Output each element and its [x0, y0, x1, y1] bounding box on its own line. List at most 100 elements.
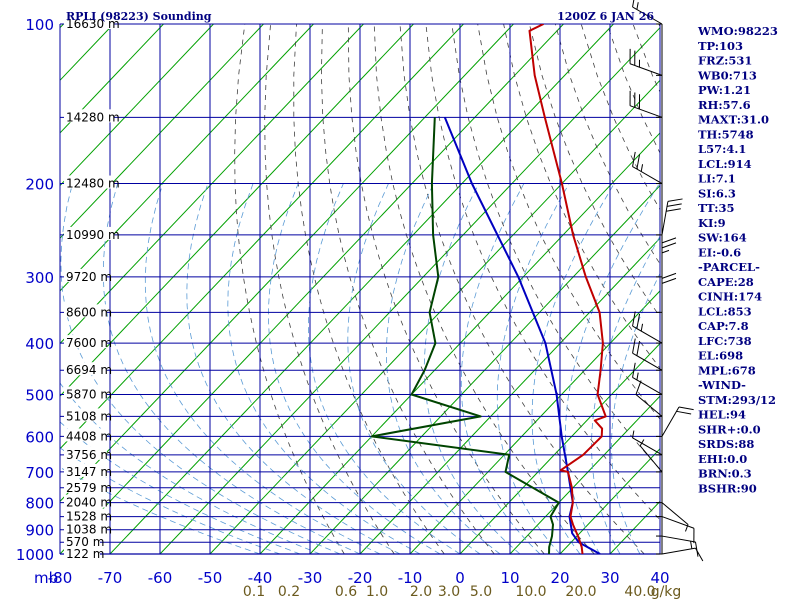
dry-adiabat-line — [265, 24, 395, 554]
stability-index-item: SI:6.3 — [698, 186, 736, 200]
stability-index-item: PW:1.21 — [698, 83, 751, 97]
stability-index-item: KI:9 — [698, 216, 726, 230]
moist-adiabat-line — [497, 184, 569, 555]
stability-index-item: MAXT:31.0 — [698, 113, 769, 127]
wind-barb — [628, 363, 669, 395]
stability-index-item: LCL:853 — [698, 304, 752, 318]
mixing-ratio-label: 5.0 — [470, 584, 492, 600]
dry-adiabat-line — [788, 24, 800, 554]
mixing-ratio-label: 3.0 — [438, 584, 460, 600]
height-label: 5870 m — [66, 387, 112, 401]
isotherm-line — [560, 24, 800, 554]
wind-barb — [662, 403, 694, 444]
dry-adiabat-line — [581, 24, 800, 554]
isotherm-line — [210, 24, 714, 554]
dry-adiabat-line — [348, 24, 544, 554]
height-label: 5108 m — [66, 409, 112, 423]
vertical-grid-lines — [60, 24, 660, 554]
dry-adiabat-line — [235, 24, 345, 554]
height-label: 3756 m — [66, 448, 112, 462]
mixing-ratio-label: 1.0 — [366, 584, 388, 600]
stability-index-item: L57:4.1 — [698, 142, 746, 156]
wind-barb — [625, 49, 666, 75]
height-label: 7600 m — [66, 336, 112, 350]
stability-index-item: TT:35 — [698, 201, 735, 215]
pressure-tick-label: 700 — [25, 464, 54, 482]
mixing-ratio-label: 0.2 — [278, 584, 300, 600]
temperature-tick-label: 30 — [600, 569, 619, 587]
stability-index-item: EHI:0.0 — [698, 452, 747, 466]
wind-barb — [628, 311, 669, 343]
stability-index-item: MPL:678 — [698, 363, 756, 377]
stability-index-item: -PARCEL- — [698, 260, 760, 274]
temperature-tick-label: -30 — [298, 569, 323, 587]
height-label: 9720 m — [66, 270, 112, 284]
height-label: 12480 m — [66, 177, 120, 191]
stability-index-item: SRDS:88 — [698, 437, 754, 451]
pressure-tick-label: 300 — [25, 269, 54, 287]
dry-adiabat-line — [762, 24, 800, 554]
moist-adiabat-line — [228, 184, 420, 555]
stability-index-item: BRN:0.3 — [698, 467, 752, 481]
height-label: 10990 m — [66, 228, 120, 242]
wind-barb — [662, 273, 676, 312]
wind-barb — [662, 197, 683, 238]
moist-adiabat-line — [103, 184, 360, 555]
temperature-tick-label: -70 — [98, 569, 123, 587]
temperature-tick-label: -60 — [148, 569, 173, 587]
moist-adiabat-line — [268, 184, 440, 555]
mixing-ratio-label: 20.0 — [565, 584, 596, 600]
mixing-ratio-label: 0.1 — [243, 584, 265, 600]
stability-index-item: SW:164 — [698, 231, 747, 245]
height-label: 2579 m — [66, 481, 112, 495]
wind-barb — [662, 238, 676, 277]
moist-adiabat-line — [308, 184, 460, 555]
pressure-tick-label: 900 — [25, 522, 54, 540]
mixing-ratio-label: 10.0 — [515, 584, 546, 600]
stability-index-item: LFC:738 — [698, 334, 752, 348]
pressure-tick-label: 1000 — [16, 546, 54, 564]
dry-adiabat-line — [555, 24, 800, 554]
stability-index-item: WB0:713 — [697, 68, 757, 82]
stability-index-panel: WMO:98223TP:103FRZ:531WB0:713PW:1.21RH:5… — [697, 24, 778, 495]
y-axis-unit: mb — [34, 569, 58, 587]
sounding-time: 1200Z 6 JAN 26 — [557, 10, 654, 23]
stability-index-item: LI:7.1 — [698, 172, 736, 186]
wind-barb — [628, 152, 669, 184]
sounding-profiles — [372, 24, 606, 554]
stability-index-item: CINH:174 — [698, 290, 762, 304]
stability-index-item: BSHR:90 — [698, 481, 757, 495]
moist-adiabat-line — [386, 184, 500, 555]
dewpoint-line — [372, 117, 559, 554]
pressure-tick-label: 200 — [25, 176, 54, 194]
height-label: 1528 m — [66, 510, 112, 524]
stability-index-item: -WIND- — [698, 378, 746, 392]
stability-index-item: HEL:94 — [698, 408, 746, 422]
stability-index-item: TP:103 — [698, 39, 743, 53]
height-label: 2040 m — [66, 496, 112, 510]
stability-index-item: RH:57.6 — [698, 98, 751, 112]
moist-adiabat-line — [424, 184, 520, 555]
dry-adiabat-line — [294, 24, 445, 554]
height-label: 14280 m — [66, 110, 120, 124]
stability-index-item: LCL:914 — [698, 157, 752, 171]
height-label: 6694 m — [66, 363, 112, 377]
stability-index-item: FRZ:531 — [698, 54, 752, 68]
stability-index-item: CAPE:28 — [698, 275, 754, 289]
stability-index-item: STM:293/12 — [698, 393, 776, 407]
isotherm-lines — [0, 24, 800, 554]
isotherm-line — [60, 24, 564, 554]
stability-index-item: CAP:7.8 — [698, 319, 749, 333]
wind-barb — [632, 381, 671, 417]
pressure-tick-label: 800 — [25, 495, 54, 513]
stability-index-item: WMO:98223 — [697, 24, 778, 38]
isotherm-line — [0, 24, 364, 554]
isotherm-line — [160, 24, 664, 554]
height-label: 122 m — [66, 547, 104, 561]
moist-adiabat-line — [592, 184, 692, 555]
pressure-tick-label: 400 — [25, 335, 54, 353]
moist-adiabat-line — [187, 184, 400, 555]
